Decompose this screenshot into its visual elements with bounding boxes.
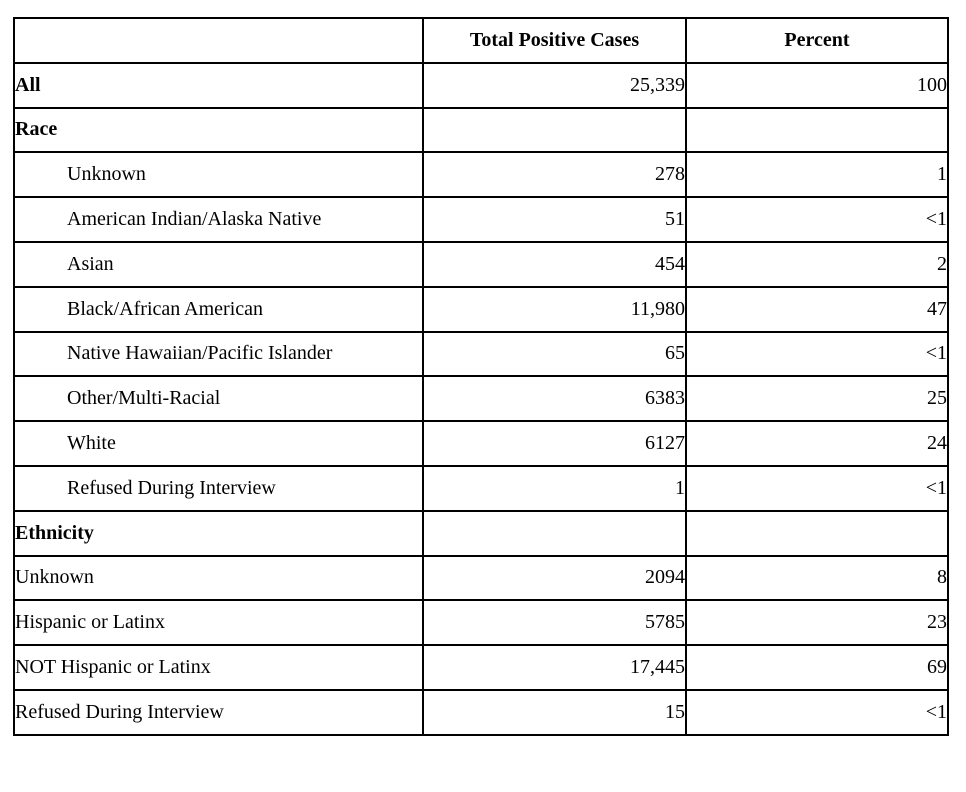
table-row-native-hawaiian-pacific-islander: Native Hawaiian/Pacific Islander 65 <1 (13, 330, 949, 378)
row-label-cell: Race (13, 106, 424, 154)
percent-cell: 47 (685, 285, 949, 333)
row-label-cell: Native Hawaiian/Pacific Islander (13, 330, 424, 378)
cases-cell: 1 (422, 464, 687, 512)
percent-cell: 25 (685, 375, 949, 423)
percent-cell: 2 (685, 240, 949, 288)
cases-cell: 11,980 (422, 285, 687, 333)
cases-cell: 6127 (422, 420, 687, 467)
header-total-positive-cases: Total Positive Cases (422, 17, 687, 64)
cases-cell: 51 (422, 196, 687, 243)
row-label-cell: NOT Hispanic or Latinx (13, 644, 424, 691)
table-row-american-indian-alaska-native: American Indian/Alaska Native 51 <1 (13, 196, 949, 243)
table-row-white: White 6127 24 (13, 420, 949, 467)
percent-cell: 69 (685, 644, 949, 691)
table-row-race-unknown: Unknown 278 1 (13, 151, 949, 199)
table-row-asian: Asian 454 2 (13, 240, 949, 288)
cases-cell: 15 (422, 688, 687, 736)
table-row-black-african-american: Black/African American 11,980 47 (13, 285, 949, 333)
cases-cell: 454 (422, 240, 687, 288)
cases-cell: 25,339 (422, 61, 687, 109)
row-label-cell: Hispanic or Latinx (13, 599, 424, 647)
row-label-cell: White (13, 420, 424, 467)
row-label-cell: All (13, 61, 424, 109)
percent-cell (685, 509, 949, 557)
row-label-cell: Refused During Interview (13, 688, 424, 736)
row-label-cell: Other/Multi-Racial (13, 375, 424, 423)
table-row-all: All 25,339 100 (13, 61, 949, 109)
percent-cell: <1 (685, 688, 949, 736)
cases-cell: 278 (422, 151, 687, 199)
cases-cell: 17,445 (422, 644, 687, 691)
percent-cell: 23 (685, 599, 949, 647)
percent-cell (685, 106, 949, 154)
table-row-ethnicity-section: Ethnicity (13, 509, 949, 557)
percent-cell: 1 (685, 151, 949, 199)
table-row-hispanic-or-latinx: Hispanic or Latinx 5785 23 (13, 599, 949, 647)
cases-cell: 5785 (422, 599, 687, 647)
row-label-cell: Ethnicity (13, 509, 424, 557)
table-row-other-multi-racial: Other/Multi-Racial 6383 25 (13, 375, 949, 423)
cases-cell (422, 509, 687, 557)
row-label-cell: Black/African American (13, 285, 424, 333)
table-row-ethnicity-refused-during-interview: Refused During Interview 15 <1 (13, 688, 949, 736)
cases-cell: 6383 (422, 375, 687, 423)
percent-cell: <1 (685, 196, 949, 243)
header-blank-cell (13, 17, 424, 64)
header-row: Total Positive Cases Percent (13, 17, 949, 64)
row-label-cell: Refused During Interview (13, 464, 424, 512)
row-label-cell: American Indian/Alaska Native (13, 196, 424, 243)
positive-cases-table-container: Total Positive Cases Percent All 25,339 … (13, 17, 949, 736)
header-percent: Percent (685, 17, 949, 64)
cases-cell (422, 106, 687, 154)
cases-cell: 65 (422, 330, 687, 378)
row-label-cell: Unknown (13, 554, 424, 602)
row-label-cell: Asian (13, 240, 424, 288)
percent-cell: 24 (685, 420, 949, 467)
positive-cases-table: Total Positive Cases Percent All 25,339 … (13, 17, 949, 736)
percent-cell: <1 (685, 330, 949, 378)
table-row-ethnicity-unknown: Unknown 2094 8 (13, 554, 949, 602)
cases-cell: 2094 (422, 554, 687, 602)
table-row-not-hispanic-or-latinx: NOT Hispanic or Latinx 17,445 69 (13, 644, 949, 691)
table-row-race-refused-during-interview: Refused During Interview 1 <1 (13, 464, 949, 512)
row-label-cell: Unknown (13, 151, 424, 199)
percent-cell: <1 (685, 464, 949, 512)
table-row-race-section: Race (13, 106, 949, 154)
percent-cell: 100 (685, 61, 949, 109)
percent-cell: 8 (685, 554, 949, 602)
